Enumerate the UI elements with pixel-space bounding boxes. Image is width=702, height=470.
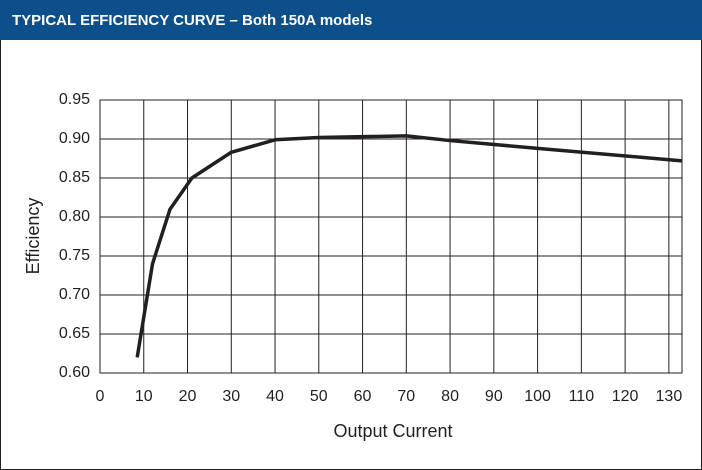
x-tick-label: 100 <box>524 388 551 405</box>
y-tick-label: 0.85 <box>59 169 90 186</box>
chart-title: TYPICAL EFFICIENCY CURVE – Both 150A mod… <box>12 12 372 29</box>
plot-border <box>99 99 683 374</box>
x-tick-label: 110 <box>569 388 595 405</box>
x-axis-label: Output Current <box>333 421 452 441</box>
x-tick-label: 120 <box>612 388 639 405</box>
y-tick-label: 0.90 <box>59 130 90 147</box>
x-tick-label: 80 <box>441 388 459 405</box>
header-bar <box>0 0 702 40</box>
y-tick-label: 0.95 <box>59 91 90 108</box>
y-tick-label: 0.80 <box>59 208 90 225</box>
x-tick-label: 50 <box>310 388 328 405</box>
x-tick-label: 130 <box>656 388 683 405</box>
x-tick-label: 40 <box>266 388 284 405</box>
y-tick-label: 0.60 <box>59 364 90 381</box>
y-tick-label: 0.70 <box>59 286 90 303</box>
y-axis-label: Efficiency <box>23 198 43 275</box>
x-tick-label: 90 <box>485 388 503 405</box>
x-tick-label: 60 <box>354 388 372 405</box>
x-tick-label: 0 <box>96 388 105 405</box>
line <box>135 134 683 358</box>
x-tick-label: 20 <box>179 388 197 405</box>
y-tick-label: 0.75 <box>59 247 90 264</box>
x-tick-label: 10 <box>135 388 153 405</box>
x-tick-label: 70 <box>397 388 415 405</box>
y-tick-label: 0.65 <box>59 325 90 342</box>
x-tick-label: 30 <box>222 388 240 405</box>
